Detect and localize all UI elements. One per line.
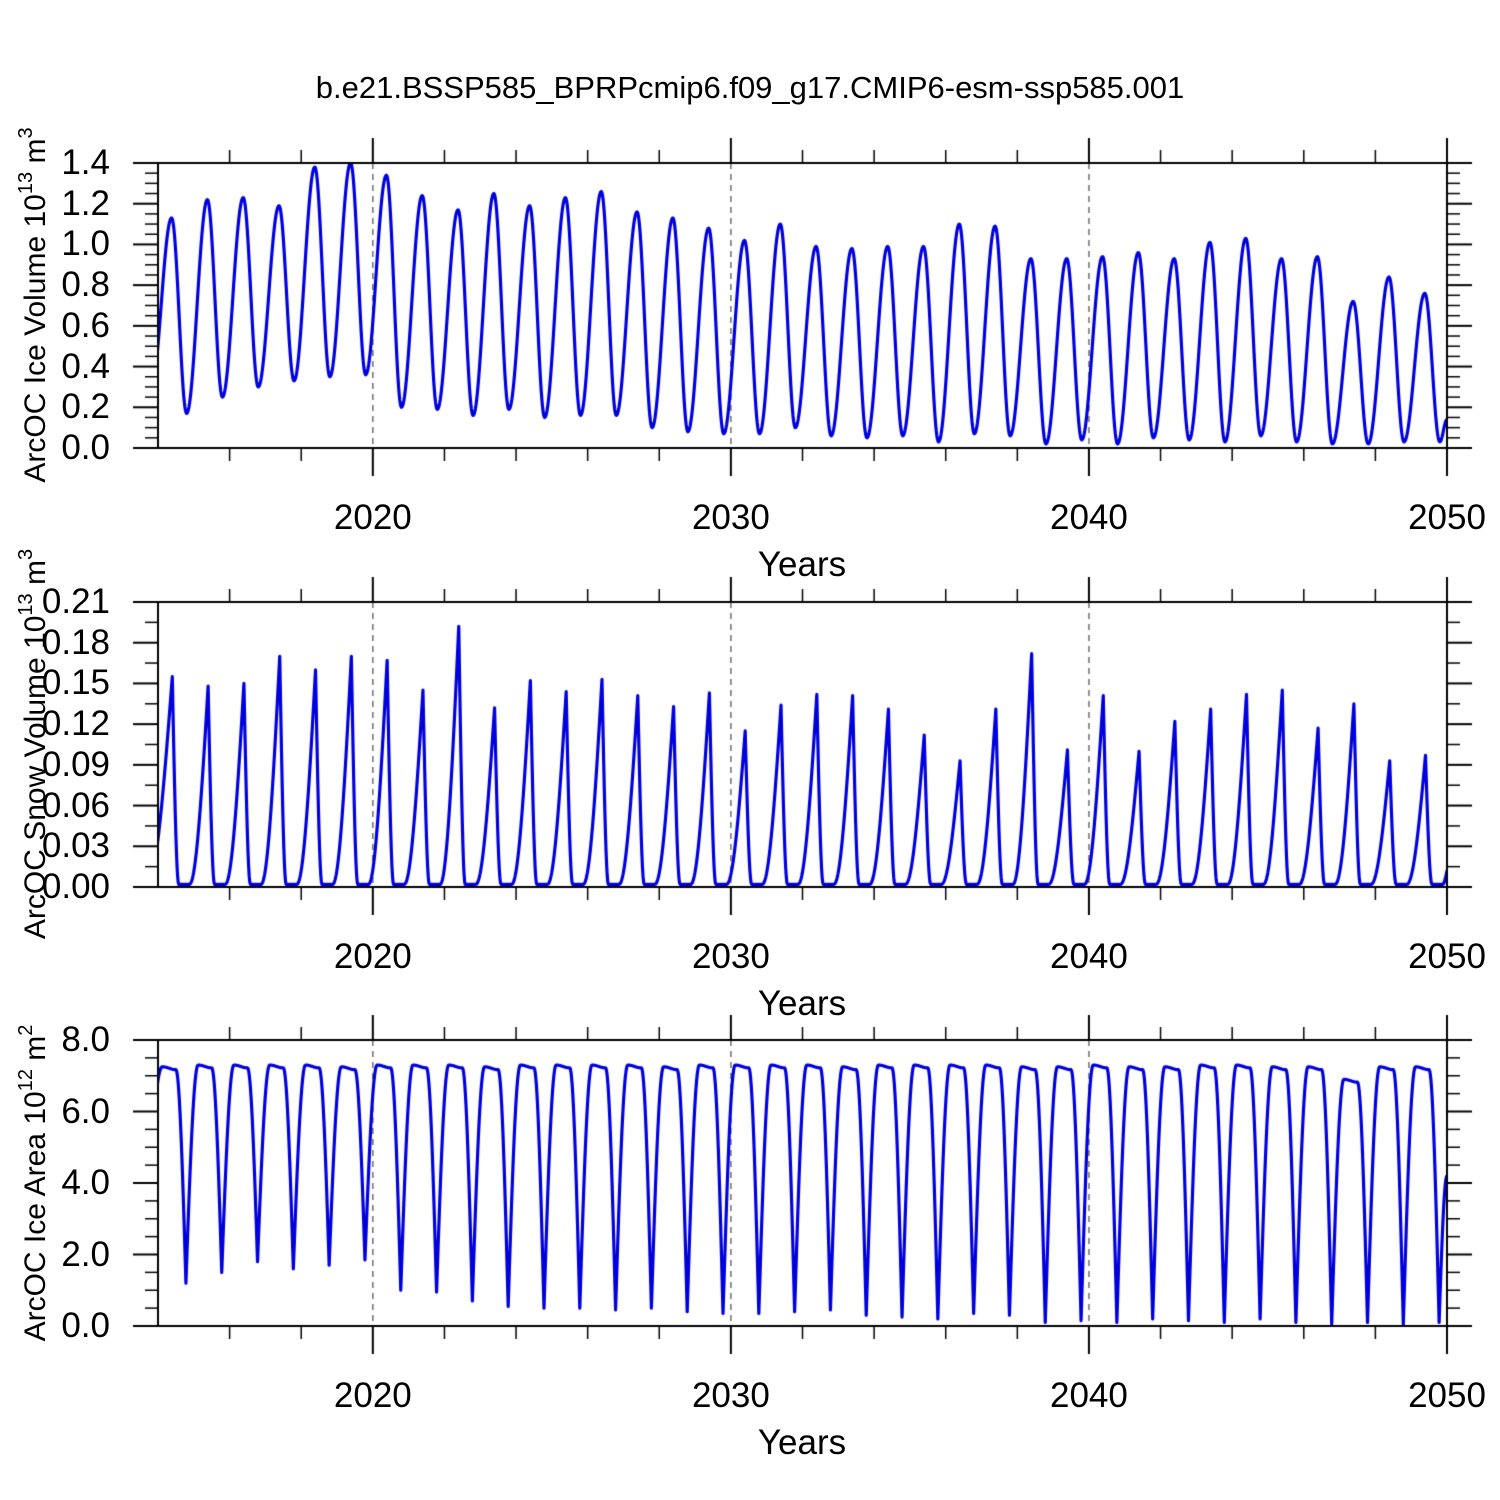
x-tick-label: 2030: [691, 937, 770, 976]
x-tick-label: 2030: [691, 1376, 770, 1415]
y-tick-label: 0.4: [61, 346, 110, 386]
y-tick-label: 0.18: [41, 622, 110, 662]
y-tick-label: 0.00: [41, 867, 110, 906]
plot-title: b.e21.BSSP585_BPRPcmip6.f09_g17.CMIP6-es…: [315, 70, 1185, 105]
y-tick-label: 4.0: [61, 1163, 110, 1202]
y-tick-label: 6.0: [61, 1091, 110, 1131]
x-tick-label: 2020: [333, 937, 412, 976]
y-tick-label: 0.8: [61, 265, 110, 305]
x-tick-label: 2020: [333, 498, 412, 537]
y-tick-label: 0.2: [61, 387, 110, 427]
x-tick-label: 2050: [1408, 937, 1486, 976]
x-tick-label: 2040: [1050, 1376, 1128, 1415]
y-tick-label: 1.0: [61, 224, 110, 264]
y-tick-label: 0.21: [41, 582, 110, 621]
x-axis-title-panel-3: Years: [757, 1423, 847, 1462]
y-tick-label: 0.15: [41, 663, 110, 703]
x-tick-label: 2020: [333, 1376, 412, 1415]
x-axis-title-panel-2: Years: [757, 984, 847, 1023]
x-tick-label: 2030: [691, 498, 770, 537]
y-tick-label: 0.0: [61, 1306, 110, 1345]
y-tick-label: 8.0: [61, 1020, 110, 1059]
y-tick-label: 0.0: [61, 428, 110, 467]
x-tick-label: 2040: [1050, 498, 1128, 537]
y-tick-label: 0.06: [41, 785, 110, 825]
y-tick-label: 0.03: [41, 826, 110, 866]
exponent-text: 3: [15, 548, 37, 561]
y-tick-label: 0.12: [41, 704, 110, 744]
y-tick-label: 1.2: [61, 183, 110, 223]
y-tick-label: 1.4: [61, 143, 110, 182]
x-tick-label: 2040: [1050, 937, 1128, 976]
x-tick-label: 2050: [1408, 1376, 1486, 1415]
y-tick-label: 0.6: [61, 305, 110, 345]
exponent-text: 3: [15, 127, 37, 139]
x-tick-label: 2050: [1408, 498, 1486, 537]
y-tick-label: 0.09: [41, 744, 110, 784]
x-axis-title-panel-1: Years: [757, 545, 847, 584]
y-tick-label: 2.0: [61, 1234, 110, 1274]
exponent-text: 12: [15, 1069, 37, 1092]
